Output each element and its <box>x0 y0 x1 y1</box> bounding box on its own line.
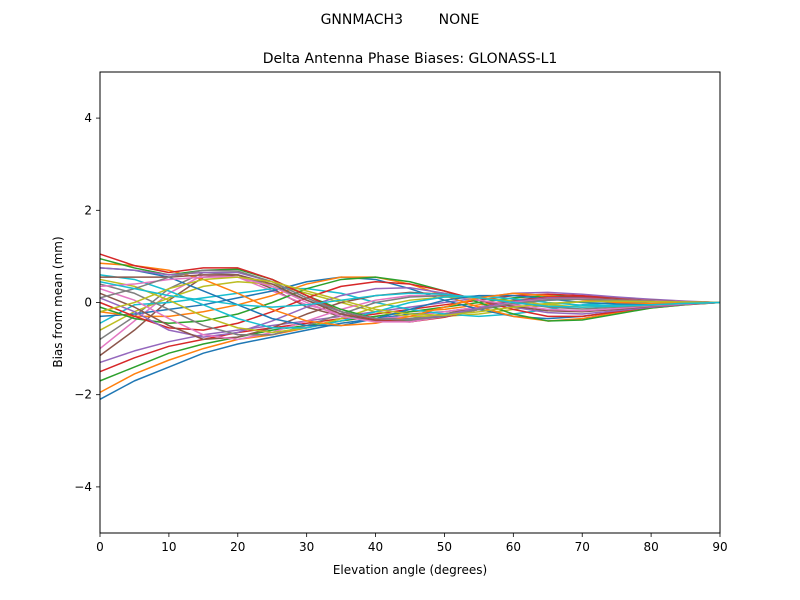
x-axis-label: Elevation angle (degrees) <box>333 563 487 577</box>
x-axis: 0 10 20 30 40 50 60 70 80 90 <box>96 533 728 554</box>
y-tick-label: 4 <box>84 111 92 125</box>
y-axis-label: Bias from mean (mm) <box>51 236 65 367</box>
x-tick-label: 60 <box>506 540 521 554</box>
series-line-30 <box>99 281 721 308</box>
y-tick-label: 2 <box>84 203 92 217</box>
x-tick-label: 90 <box>712 540 727 554</box>
y-tick-label: −4 <box>74 480 92 494</box>
series-line-20 <box>99 274 721 329</box>
series-line-15 <box>99 287 721 338</box>
chart-suptitle: GNNMACH3 NONE <box>321 12 480 28</box>
x-tick-label: 40 <box>368 540 383 554</box>
series-line-29 <box>99 276 721 317</box>
x-tick-label: 70 <box>575 540 590 554</box>
y-tick-label: 0 <box>84 296 92 310</box>
series-line-28 <box>99 269 721 321</box>
x-tick-label: 10 <box>161 540 176 554</box>
y-tick-label: −2 <box>74 388 92 402</box>
x-tick-label: 30 <box>299 540 314 554</box>
x-tick-label: 0 <box>96 540 104 554</box>
x-tick-label: 80 <box>643 540 658 554</box>
x-tick-label: 20 <box>230 540 245 554</box>
y-axis: −4 −2 0 2 4 <box>74 111 100 494</box>
series-line-17 <box>99 287 721 341</box>
x-tick-label: 50 <box>437 540 452 554</box>
series-line-18 <box>99 283 721 336</box>
series-line-21 <box>99 267 721 327</box>
series-line-16 <box>99 291 721 341</box>
series-line-14 <box>99 281 721 331</box>
chart-title: Delta Antenna Phase Biases: GLONASS-L1 <box>263 51 558 67</box>
series-layer <box>99 253 721 400</box>
series-line-13 <box>99 276 721 324</box>
